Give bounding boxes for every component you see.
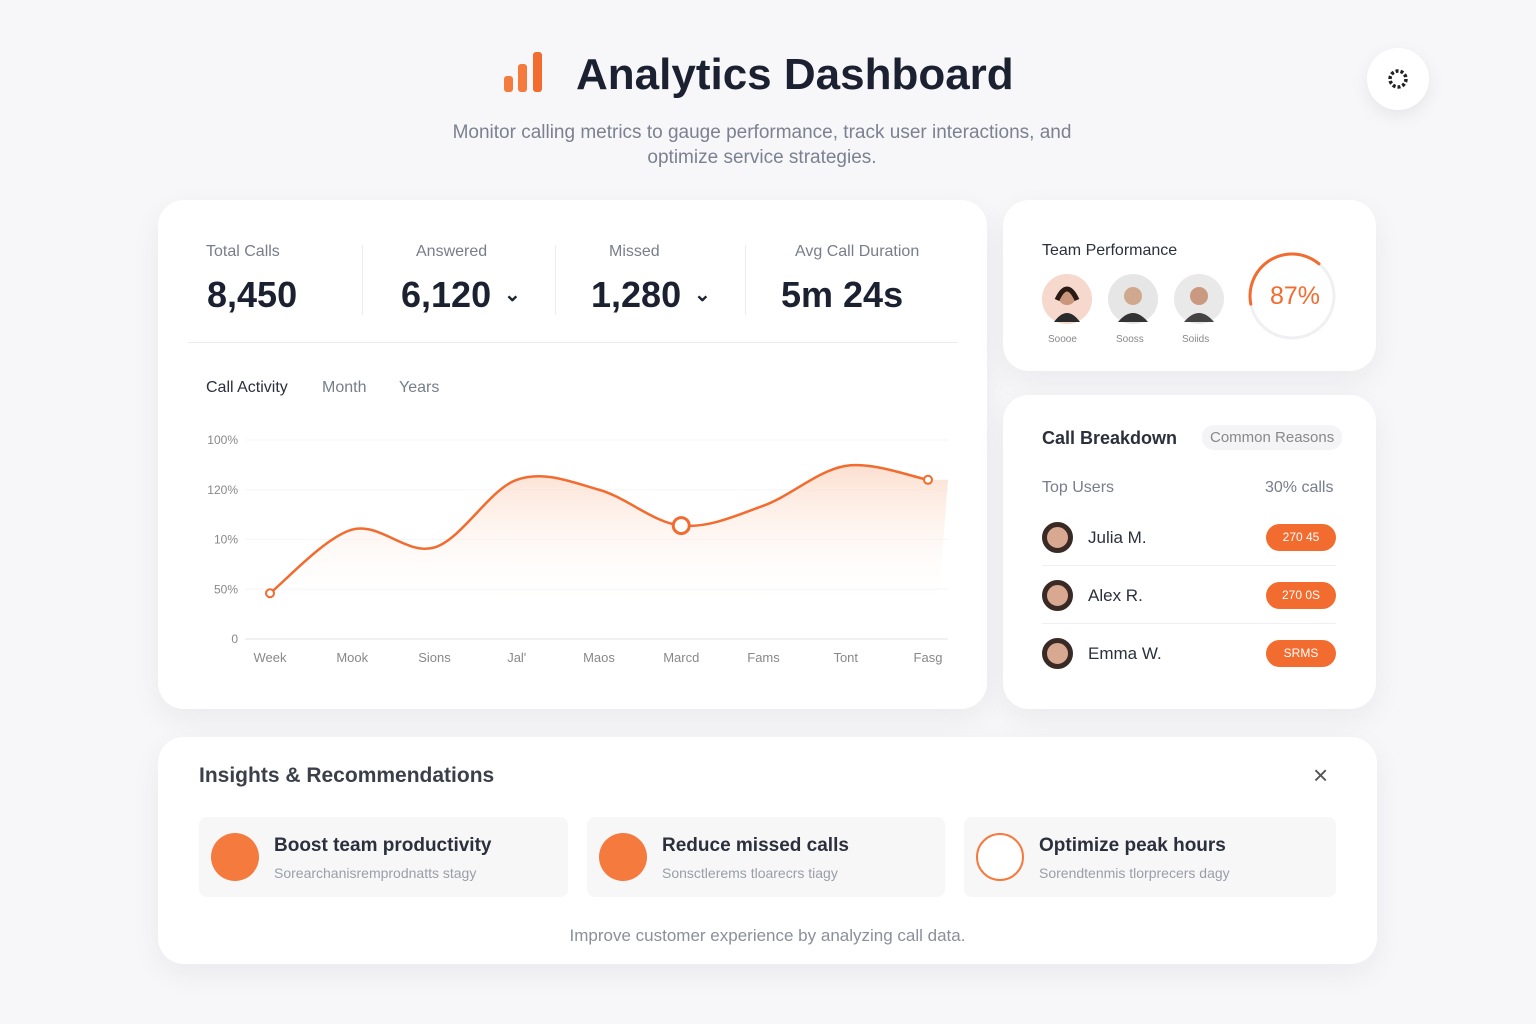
overview-card — [158, 200, 987, 709]
card-title: Call Breakdown — [1042, 428, 1178, 448]
insight-title: Optimize peak hours — [1039, 835, 1226, 856]
insight-text: Sonsctlerems tloarecrs tiagy — [662, 865, 838, 881]
icon — [976, 833, 1024, 881]
x-tick-label: Tont — [833, 650, 858, 665]
avatars — [1042, 274, 1224, 324]
divider — [362, 245, 363, 315]
stat-label: Answered — [416, 243, 488, 260]
page-title: Analytics Dashboard — [576, 50, 1014, 99]
settings-button[interactable] — [1367, 48, 1429, 110]
stat-value: 5m 24s — [781, 274, 904, 315]
divider — [1042, 565, 1336, 566]
chart-title: Call Activity — [206, 379, 288, 396]
list-meta: 30% calls — [1265, 479, 1334, 496]
insight-card[interactable]: Optimize peak hours Sorendtenmis tlorprec… — [964, 817, 1336, 897]
y-tick-label: 10% — [214, 533, 238, 547]
member-name: Soooe — [1048, 334, 1077, 345]
list-title: Top Users — [1042, 479, 1115, 496]
section-title: Insights & Recommendations — [199, 764, 495, 787]
chevron[interactable]: ⌄ — [694, 284, 711, 306]
y-tick-label: 100% — [207, 433, 238, 447]
badge: SRMS — [1266, 640, 1336, 667]
stat-value: 6,120 — [401, 274, 492, 315]
stat-label: Avg Call Duration — [795, 243, 920, 260]
gear-icon — [1388, 69, 1408, 89]
insight-title: Boost team productivity — [274, 835, 492, 856]
insight-card[interactable]: Boost team productivity Sorearchanisrempr… — [199, 817, 568, 897]
stat-label: Total Calls — [206, 243, 280, 260]
tab[interactable]: Month — [322, 379, 367, 396]
x-tick-label: Sions — [418, 650, 451, 665]
user-name: Alex R. — [1088, 586, 1143, 605]
divider — [188, 342, 958, 343]
avatar — [1042, 522, 1073, 553]
gauge: 87% — [1248, 252, 1336, 340]
member-name: Sooss — [1116, 334, 1144, 345]
icon — [211, 833, 259, 881]
insight-text: Sorendtenmis tlorprecers dagy — [1039, 865, 1230, 881]
stat-label: Missed — [609, 243, 660, 260]
badge: 270 45 — [1266, 524, 1336, 551]
user-name: Emma W. — [1088, 644, 1162, 663]
avatar — [1042, 580, 1073, 611]
line — [269, 463, 929, 595]
line-chart: 0 50% 10% 120% 100% Week Mook Sions Jal' Maos Marc… — [207, 433, 948, 665]
y-tick-label: 120% — [207, 483, 238, 497]
y-tick-label: 0 — [231, 632, 238, 646]
avatar — [1042, 638, 1073, 669]
x-tick-label: Marcd — [663, 650, 699, 665]
close-button[interactable]: × — [1313, 760, 1329, 790]
stat-value: 1,280 — [591, 274, 682, 315]
x-tick-label: Mook — [336, 650, 368, 665]
divider — [555, 245, 556, 315]
gauge-label: 87% — [1270, 282, 1320, 310]
user-name: Julia M. — [1088, 528, 1147, 547]
chevron[interactable]: ⌄ — [504, 284, 521, 306]
area — [270, 465, 948, 609]
icon — [599, 833, 647, 881]
insight-text: Sorearchanisremprodnatts stagy — [274, 865, 477, 881]
point-marker — [671, 516, 691, 536]
x-tick-label: Jal' — [507, 650, 526, 665]
y-tick-label: 50% — [214, 582, 238, 596]
insight-title: Reduce missed calls — [662, 835, 849, 856]
card-title: Team Performance — [1042, 242, 1178, 259]
x-tick-label: Fasg — [914, 650, 943, 665]
tab[interactable]: Years — [399, 379, 440, 396]
point-marker — [265, 588, 275, 599]
x-tick-label: Fams — [747, 650, 780, 665]
footer-note: Improve customer experience by analyzing… — [569, 926, 966, 945]
insight-card[interactable]: Reduce missed calls Sonsctlerems tloarecr… — [587, 817, 945, 897]
subtitle: Monitor calling metrics to gauge perform… — [452, 122, 1072, 168]
divider — [1042, 623, 1336, 624]
x-tick-label: Maos — [583, 650, 615, 665]
gauge-arc — [1248, 252, 1336, 340]
badge: 270 0S — [1266, 582, 1336, 609]
divider — [745, 245, 746, 315]
logo — [504, 52, 542, 92]
member-name: Soiids — [1182, 334, 1210, 345]
point-marker — [923, 474, 933, 485]
x-tick-label: Week — [254, 650, 287, 665]
tag[interactable]: Common Reasons — [1202, 425, 1343, 450]
stat-value: 8,450 — [207, 274, 298, 315]
